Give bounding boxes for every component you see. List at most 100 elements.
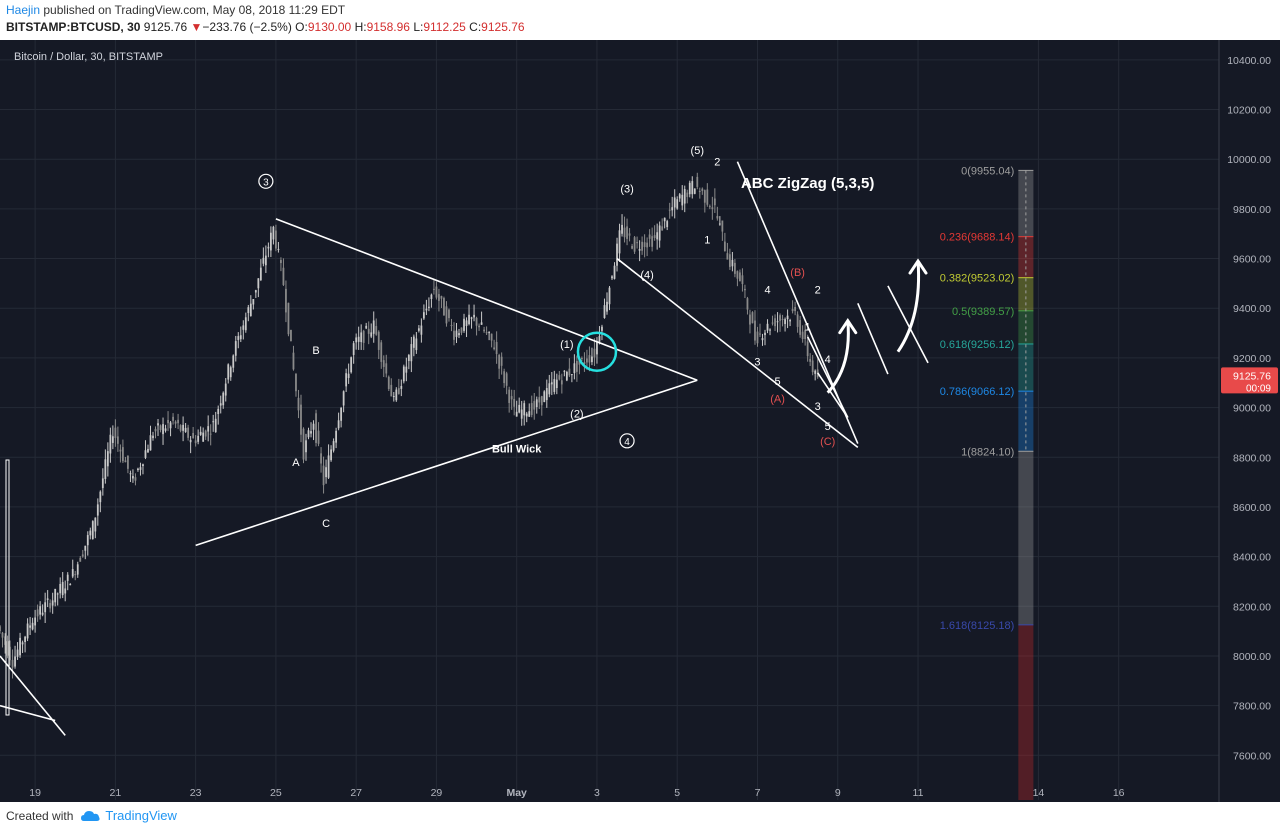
candle-body: [513, 398, 516, 407]
candle-body: [11, 659, 14, 668]
candle-body: [545, 388, 548, 401]
candle-body: [335, 430, 338, 443]
candle-body: [310, 431, 312, 434]
candle-body: [518, 404, 521, 413]
candle-body: [357, 336, 360, 342]
wave-label: (4): [640, 269, 653, 281]
fib-level-label: 1(8824.10): [961, 446, 1014, 458]
candle-body: [756, 331, 759, 344]
candle-body: [663, 217, 666, 222]
fib-level-label: 1.618(8125.18): [940, 620, 1015, 632]
time-tick-label: May: [506, 787, 527, 799]
candle-body: [708, 206, 711, 208]
trendline: [195, 379, 698, 547]
candle-body: [523, 403, 526, 416]
candle-body: [397, 388, 400, 394]
candle-body: [736, 271, 739, 279]
time-tick-label: 27: [350, 787, 362, 799]
candle-body: [774, 318, 776, 327]
candle-body: [814, 370, 817, 374]
candle-body: [209, 433, 212, 435]
tradingview-logo[interactable]: TradingView: [81, 808, 177, 823]
candle-body: [124, 460, 127, 463]
candle-body: [61, 582, 64, 596]
candle-body: [508, 389, 511, 403]
candle-body: [219, 403, 222, 406]
price-tick-label: 8600.00: [1233, 502, 1271, 514]
candle-body: [723, 241, 726, 252]
high-value: 9158.96: [366, 20, 410, 34]
low-label: L:: [413, 20, 424, 34]
candle-body: [79, 557, 82, 562]
candle-body: [167, 419, 169, 424]
candle-body: [596, 341, 598, 355]
candle-body: [764, 332, 766, 336]
candle-body: [465, 320, 468, 326]
candle-body: [172, 416, 174, 421]
candle-body: [739, 272, 741, 282]
candle-body: [282, 267, 285, 285]
candle-body: [392, 395, 395, 398]
symbol-info: BITSTAMP:BTCUSD, 30 9125.76 ▼−233.76 (−2…: [6, 20, 525, 34]
candle-body: [530, 403, 533, 415]
candle-body: [169, 422, 172, 429]
candle-body: [673, 197, 676, 208]
candle-body: [618, 230, 621, 254]
candle-body: [422, 312, 425, 319]
candle-body: [575, 360, 578, 372]
author-link[interactable]: Haejin: [6, 3, 41, 17]
candle-body: [44, 602, 47, 613]
wave-label: ABC ZigZag (5,3,5): [741, 175, 874, 192]
candle-body: [367, 328, 370, 334]
price-tick-label: 9800.00: [1233, 204, 1271, 216]
created-with-label: Created with: [6, 808, 74, 823]
candle-body: [212, 421, 215, 423]
candle-body: [726, 253, 729, 260]
candle-body: [387, 376, 390, 389]
candle-body: [500, 356, 503, 366]
candle-body: [194, 440, 197, 444]
candle-body: [515, 411, 518, 417]
candle-body: [71, 569, 74, 577]
candle-body: [189, 439, 192, 443]
candle-body: [623, 227, 626, 238]
candle-body: [39, 606, 42, 615]
candle-body: [217, 408, 220, 415]
wave-label: (5): [691, 145, 704, 157]
candle-body: [234, 341, 237, 356]
candle-body: [480, 322, 483, 325]
candle-body: [520, 409, 523, 419]
candle-body: [510, 396, 513, 400]
candle-body: [227, 364, 230, 380]
price-chart[interactable]: 0(9955.04) 0.236(9688.14) 0.382(9523.02) 0.…: [0, 40, 1280, 802]
candle-body: [91, 521, 94, 539]
candle-body: [535, 399, 538, 408]
candle-body: [254, 290, 257, 293]
candle-body: [317, 430, 320, 444]
candle-body: [31, 622, 34, 630]
candle-body: [330, 449, 332, 461]
candle-body: [784, 319, 786, 325]
candle-body: [41, 612, 44, 615]
candle-body: [99, 491, 102, 503]
candle-body: [320, 453, 322, 464]
candle-body: [405, 366, 408, 373]
candle-body: [453, 330, 455, 340]
candle-body: [232, 355, 235, 368]
candle-body: [81, 554, 84, 557]
candle-body: [741, 275, 744, 285]
trendline: [806, 336, 849, 418]
candle-body: [111, 436, 114, 443]
candle-body: [94, 517, 97, 532]
candle-body: [435, 286, 438, 298]
candle-body: [144, 450, 147, 458]
candle-body: [721, 220, 724, 232]
candle-body: [101, 478, 104, 489]
fib-zone: [1018, 170, 1034, 237]
candles: [0, 172, 819, 679]
candle-body: [801, 331, 804, 340]
candle-body: [643, 242, 646, 248]
candle-body: [187, 427, 190, 438]
candle-body: [678, 194, 681, 199]
candle-body: [528, 411, 531, 417]
